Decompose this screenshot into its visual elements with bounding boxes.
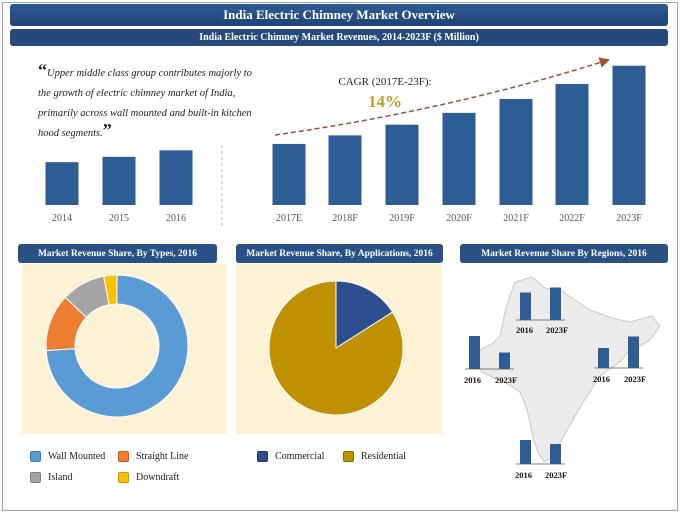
revenue-tick-label: 2017E <box>276 213 302 224</box>
revenue-tick-label: 2019F <box>389 213 415 224</box>
revenue-tick-label: 2020F <box>446 213 472 224</box>
revenue-tick-label: 2014 <box>52 213 72 224</box>
revenue-bar-2018f <box>328 135 362 205</box>
swatch-straight-line <box>118 451 129 462</box>
east-bar-2016 <box>598 348 609 368</box>
north-2023f-label: 2023F <box>546 325 569 335</box>
types-panel-title: Market Revenue Share, By Types, 2016 <box>18 244 217 263</box>
swatch-wall-mounted <box>30 451 41 462</box>
close-quote-icon: ” <box>102 120 112 140</box>
legend-label: Straight Line <box>136 451 189 462</box>
revenue-bar-2022f <box>555 83 589 205</box>
revenue-tick-label: 2016 <box>166 213 186 224</box>
legend-label: Commercial <box>275 451 325 462</box>
legend-label: Wall Mounted <box>48 451 106 462</box>
swatch-island <box>30 472 41 483</box>
east-2023f-label: 2023F <box>624 374 647 384</box>
south-2023f-label: 2023F <box>545 470 568 480</box>
cagr-trend-arrow <box>274 57 611 136</box>
legend-downdraft: Downdraft <box>118 472 179 483</box>
revenue-bar-2016 <box>159 150 193 205</box>
types-slice-downdraft <box>103 274 118 306</box>
south-2016-label: 2016 <box>515 470 532 480</box>
revenue-bar-2020f <box>442 112 476 205</box>
legend-residential: Residential <box>343 451 406 462</box>
east-2016-label: 2016 <box>593 374 610 384</box>
revenue-bar-2019f <box>385 124 419 205</box>
india-map-outline <box>475 276 661 463</box>
open-quote-icon: “ <box>38 60 47 80</box>
revenue-bar-2021f <box>499 98 533 205</box>
revenue-tick-label: 2023F <box>616 213 642 224</box>
swatch-commercial <box>257 451 268 462</box>
north-bar-2016 <box>520 292 531 320</box>
legend-label: Residential <box>361 451 406 462</box>
types-slice-wall-mounted <box>45 274 189 418</box>
revenue-tick-label: 2022F <box>559 213 585 224</box>
applications-panel-title: Market Revenue Share, By Applications, 2… <box>236 244 443 263</box>
legend-wall-mounted: Wall Mounted <box>30 451 105 462</box>
swatch-downdraft <box>118 472 129 483</box>
legend-island: Island <box>30 472 72 483</box>
swatch-residential <box>343 451 354 462</box>
applications-slice-residential <box>268 280 404 416</box>
legend-commercial: Commercial <box>257 451 324 462</box>
page-title: India Electric Chimney Market Overview <box>10 4 668 26</box>
revenue-tick-label: 2021F <box>503 213 529 224</box>
legend-straight-line: Straight Line <box>118 451 189 462</box>
north-2016-label: 2016 <box>516 325 533 335</box>
west-bar-2016 <box>469 336 480 369</box>
legend-label: Island <box>48 472 73 483</box>
west-2016-label: 2016 <box>464 375 481 385</box>
legend-label: Downdraft <box>136 472 180 483</box>
revenue-chart-title: India Electric Chimney Market Revenues, … <box>10 29 668 46</box>
east-bar-2023f <box>628 336 639 368</box>
south-bar-2023f <box>550 444 561 464</box>
applications-slice-commercial <box>335 280 394 349</box>
revenue-bar-2023f <box>612 65 646 205</box>
revenue-tick-label: 2015 <box>109 213 129 224</box>
west-bar-2023f <box>499 352 510 369</box>
revenue-bar-2017e <box>272 143 306 205</box>
quote-body: Upper middle class group contributes maj… <box>38 68 252 139</box>
revenue-bar-2014 <box>45 162 79 205</box>
quote-text: “Upper middle class group contributes ma… <box>38 61 263 144</box>
revenue-tick-label: 2018F <box>332 213 358 224</box>
revenue-bar-2015 <box>102 156 136 205</box>
north-bar-2023f <box>550 287 561 320</box>
regions-panel-title: Market Revenue Share By Regions, 2016 <box>460 244 668 263</box>
south-bar-2016 <box>520 440 531 464</box>
cagr-label: CAGR (2017E-23F): <box>338 76 432 88</box>
cagr-value: 14% <box>368 92 402 111</box>
west-2023f-label: 2023F <box>495 375 518 385</box>
